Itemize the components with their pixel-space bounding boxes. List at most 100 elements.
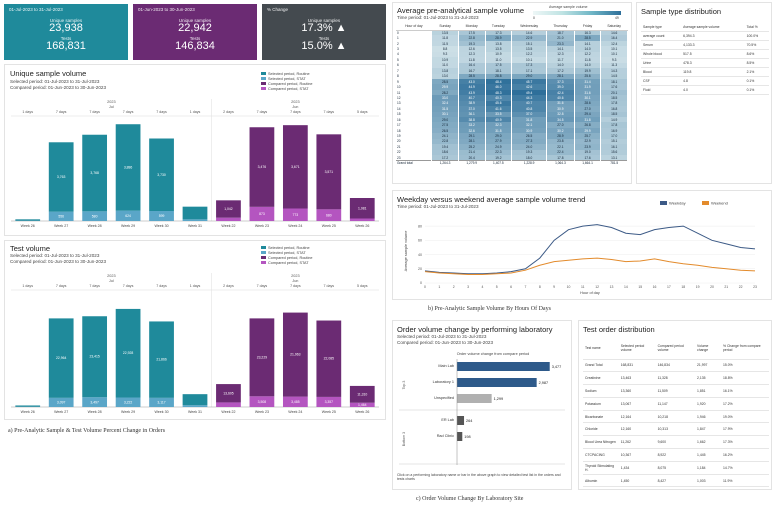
- table-row[interactable]: 21 19.4 25.2 24.9 24.0 22.1 23.9 16.1: [396, 144, 628, 150]
- table-cell: 16.2%: [721, 448, 769, 462]
- kpi-label: Unique samples: [178, 18, 212, 23]
- legend-item[interactable]: Selected period, Routine: [261, 71, 313, 76]
- heatmap-cell: 20.1: [600, 89, 628, 96]
- day-count-label: 2 days: [223, 284, 234, 288]
- table-row[interactable]: 7 13.8 16.7 18.1 17.1 17.2 19.9 14.3: [396, 68, 628, 74]
- table-row[interactable]: CSF 4.8 0.1%: [641, 76, 769, 86]
- table-row[interactable]: 5 10.9 11.8 11.0 10.1 11.7 11.8 9.3: [396, 57, 628, 63]
- heatmap-cell: 19.0: [574, 149, 602, 156]
- x-tick-label: 17: [667, 285, 671, 289]
- legend-item[interactable]: Compared period, Routine: [261, 81, 313, 86]
- table-cell: 17.2%: [721, 397, 769, 411]
- day-count-label: 5 days: [357, 110, 368, 114]
- legend-item[interactable]: Selected period, STAT: [261, 250, 313, 255]
- table-row[interactable]: Albumin 1,450 8,427 1,003 11.9%: [583, 474, 769, 488]
- bar-label: 773: [293, 213, 299, 217]
- table-row[interactable]: 16 29.0 38.8 40.9 31.8 34.5 31.8 14.9: [396, 117, 628, 123]
- legend: Selected period, Routine Selected period…: [261, 71, 313, 91]
- table-row[interactable]: 19 24.1 29.1 29.0 26.5 28.9 25.7 17.0: [396, 133, 628, 139]
- table-row[interactable]: Blood Urea Nitrogen 11,262 9,600 1,662 17.3%: [583, 435, 769, 450]
- day-count-label: 7 days: [290, 284, 301, 288]
- heatmap-cell: 36.1: [458, 111, 486, 117]
- table-row[interactable]: 10 29.9 44.9 46.0 42.6 39.0 31.9 17.6: [396, 84, 628, 90]
- table-row[interactable]: 6 11.0 16.4 17.5 17.3 14.0 14.0 11.3: [396, 62, 628, 69]
- table-row[interactable]: 13 32.4 38.9 45.6 40.7 31.6 28.6 17.8: [396, 100, 628, 107]
- table-row[interactable]: Creatinine 13,463 11,328 2,135 18.8%: [583, 371, 769, 386]
- x-tick-label: Week 23: [255, 410, 269, 414]
- heatmap-cell: 13.1: [600, 155, 628, 161]
- table-row[interactable]: Grand total 1,264.3 1,279.9 1,407.5 1,228.9 1…: [396, 159, 628, 166]
- table-cell: 1,847: [695, 422, 721, 437]
- group-label: Bottom 3: [402, 432, 406, 446]
- legend-item[interactable]: Compared period, STAT: [261, 86, 313, 91]
- x-tick-label: 2: [453, 285, 455, 289]
- x-tick-label: 15: [638, 285, 642, 289]
- table-row[interactable]: 9 28.5 43.0 48.4 45.7 37.3 31.4 18.1: [396, 78, 628, 85]
- table-row[interactable]: 4 9.3 12.3 10.9 12.2 12.3 12.2 10.1: [396, 51, 628, 58]
- heatmap-cell: 40.7: [511, 100, 548, 107]
- bar-stat: [349, 218, 375, 221]
- table-cell: Thyroid Stimulating H.: [583, 461, 619, 475]
- table-row[interactable]: 20 22.8 28.1 27.9 27.3 23.8 22.9 15.1: [396, 138, 628, 145]
- legend-item[interactable]: Selected period, STAT: [261, 76, 313, 81]
- row-header: 1: [396, 35, 433, 41]
- table-row[interactable]: Chloride 12,160 10,313 1,847 17.9%: [583, 422, 769, 437]
- table-row[interactable]: 17 27.5 33.2 32.3 32.1 27.0 26.8 17.8: [396, 122, 628, 128]
- bar-label: 3,886: [124, 165, 133, 169]
- table-row[interactable]: Thyroid Stimulating H. 1,434 8,075 1,184 14.…: [583, 461, 769, 475]
- bar-stat: [115, 210, 141, 221]
- table-row[interactable]: 14 31.5 37.0 41.6 40.8 30.9 27.0 16.8: [396, 106, 628, 112]
- legend-item[interactable]: Compared period, Routine: [261, 255, 313, 260]
- table-row[interactable]: Sodium 13,360 11,509 1,851 16.1%: [583, 384, 769, 398]
- table-row[interactable]: Potassium 13,067 11,147 1,920 17.2%: [583, 397, 769, 411]
- table-row[interactable]: 0 13.5 17.5 17.3 14.6 18.7 16.3 14.6: [396, 30, 628, 36]
- table-row[interactable]: Serum 4,133.3 70.5%: [641, 40, 769, 50]
- table-row[interactable]: 12 33.0 40.7 40.3 44.3 40.6 30.1 18.5: [396, 95, 628, 101]
- table-row[interactable]: 22 18.6 21.4 22.3 19.3 22.4 19.0 15.6: [396, 149, 628, 156]
- x-tick-label: Week 31: [188, 224, 202, 228]
- row-header: 23: [396, 155, 433, 161]
- table-row[interactable]: 8 13.0 28.5 28.8 29.0 28.1 25.6 14.5: [396, 73, 628, 79]
- table-row[interactable]: 15 30.1 36.1 33.5 37.0 32.8 29.4 18.5: [396, 111, 628, 117]
- caption-b: b) Pre-Analytic Sample Volume By Hours O…: [428, 306, 551, 312]
- table-row[interactable]: 2 11.5 19.3 13.8 15.1 23.3 14.1 12.4: [396, 40, 628, 47]
- heatmap-cell: 27.5: [431, 122, 459, 128]
- table-row[interactable]: 23 17.2 20.4 19.2 18.0 17.8 17.6 13.1: [396, 155, 628, 161]
- bar-routine: [182, 394, 208, 406]
- table-cell: 146,834: [655, 359, 696, 373]
- year-label: 2023: [291, 100, 299, 104]
- table-row[interactable]: Whole blood 517.5 8.6%: [641, 49, 769, 59]
- table-row[interactable]: Grand Total 168,831 146,834 21,997 15.0%: [583, 359, 769, 373]
- heatmap-cell: 31.8: [485, 127, 513, 134]
- heatmap-cell: 16.3: [574, 30, 602, 36]
- order-distribution-table[interactable]: Test name Selected period volume Compare…: [583, 337, 769, 488]
- year-label: 2023: [107, 100, 115, 104]
- table-row[interactable]: CTCPACING 10,367 8,922 1,445 16.2%: [583, 448, 769, 462]
- table-row[interactable]: 1 11.8 22.8 28.9 22.9 21.0 28.5 16.4: [396, 35, 628, 41]
- heatmap-cell: 27.0: [546, 122, 575, 128]
- kpi-value: 168,831: [46, 40, 86, 52]
- table-row[interactable]: Bicarbonate 12,164 10,218 1,946 19.0%: [583, 410, 769, 424]
- table-row[interactable]: 3 8.8 12.6 13.5 13.5 14.1 14.0 10.1: [396, 46, 628, 52]
- x-tick-label: 3: [467, 285, 469, 289]
- table-cell: Blood: [641, 67, 682, 77]
- y-axis-label: Average sample volume: [404, 231, 408, 272]
- table-row[interactable]: average count 6,394.3 100.0%: [641, 31, 769, 41]
- heatmap-table[interactable]: Hour of day Sunday Monday Tuesday Wednesday T…: [396, 23, 628, 166]
- legend-item[interactable]: Compared period, STAT: [261, 260, 313, 265]
- table-cell: 11,262: [618, 435, 656, 450]
- table-row[interactable]: Urine 478.3 8.5%: [641, 58, 769, 68]
- sample-type-table[interactable]: Sample type Average sample volume Total …: [641, 23, 769, 95]
- x-tick-label: Week 26: [21, 224, 35, 228]
- heatmap-cell: 28.5: [431, 78, 459, 85]
- table-row[interactable]: 18 26.5 32.6 31.8 30.9 30.2 29.9 16.9: [396, 127, 628, 134]
- table-row[interactable]: 11 28.2 43.9 48.3 49.4 42.4 31.6 20.1: [396, 89, 628, 96]
- heatmap-cell: 42.4: [546, 89, 575, 96]
- table-row[interactable]: Fluid 4.0 0.1%: [641, 85, 769, 95]
- table-row[interactable]: Blood 119.8 2.1%: [641, 67, 769, 77]
- legend-item[interactable]: Selected period, Routine: [261, 245, 313, 250]
- lab-order-chart[interactable]: Order volume change from compare period M…: [395, 347, 571, 471]
